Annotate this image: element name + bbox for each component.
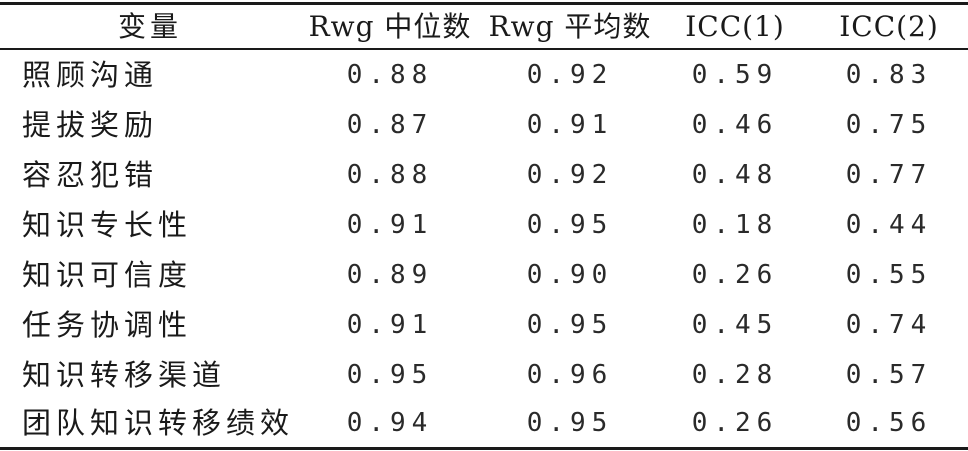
table-header-rule xyxy=(0,48,968,50)
row-rwg-median: 0.95 xyxy=(346,360,434,390)
header-icc2: ICC(2) xyxy=(839,10,939,43)
row-rwg-median: 0.94 xyxy=(346,408,434,438)
row-icc1: 0.28 xyxy=(691,360,779,390)
row-variable: 知识专长性 xyxy=(22,208,193,242)
row-variable: 团队知识转移绩效 xyxy=(22,406,295,440)
row-rwg-median: 0.87 xyxy=(346,110,434,140)
row-rwg-mean: 0.95 xyxy=(526,408,614,438)
row-icc1: 0.26 xyxy=(691,408,779,438)
row-icc2: 0.77 xyxy=(845,160,933,190)
table-row: 照顾沟通 0.88 0.92 0.59 0.83 xyxy=(0,50,968,100)
row-rwg-median: 0.88 xyxy=(346,160,434,190)
table-row: 知识转移渠道 0.95 0.96 0.28 0.57 xyxy=(0,350,968,400)
row-rwg-mean: 0.96 xyxy=(526,360,614,390)
row-rwg-mean: 0.95 xyxy=(526,210,614,240)
row-rwg-median: 0.88 xyxy=(346,60,434,90)
table-top-rule xyxy=(0,2,968,5)
table-header-row: 变量 Rwg 中位数 Rwg 平均数 ICC(1) ICC(2) xyxy=(0,2,968,52)
row-rwg-median: 0.89 xyxy=(346,260,434,290)
row-rwg-median: 0.91 xyxy=(346,310,434,340)
row-icc2: 0.74 xyxy=(845,310,933,340)
row-icc1: 0.45 xyxy=(691,310,779,340)
table-row: 提拔奖励 0.87 0.91 0.46 0.75 xyxy=(0,100,968,150)
row-variable: 照顾沟通 xyxy=(22,58,159,92)
row-variable: 任务协调性 xyxy=(22,308,193,342)
row-icc1: 0.46 xyxy=(691,110,779,140)
table-row: 容忍犯错 0.88 0.92 0.48 0.77 xyxy=(0,150,968,200)
row-icc2: 0.55 xyxy=(845,260,933,290)
table-row: 知识可信度 0.89 0.90 0.26 0.55 xyxy=(0,250,968,300)
header-rwg-mean: Rwg 平均数 xyxy=(488,10,652,43)
row-rwg-mean: 0.91 xyxy=(526,110,614,140)
row-icc1: 0.26 xyxy=(691,260,779,290)
header-icc1: ICC(1) xyxy=(685,10,785,43)
row-icc1: 0.18 xyxy=(691,210,779,240)
table-row: 任务协调性 0.91 0.95 0.45 0.74 xyxy=(0,300,968,350)
row-icc1: 0.48 xyxy=(691,160,779,190)
row-icc2: 0.56 xyxy=(845,408,933,438)
header-variable: 变量 xyxy=(117,10,182,43)
header-rwg-median: Rwg 中位数 xyxy=(308,10,472,43)
row-icc2: 0.83 xyxy=(845,60,933,90)
row-rwg-mean: 0.92 xyxy=(526,60,614,90)
row-rwg-mean: 0.90 xyxy=(526,260,614,290)
row-icc1: 0.59 xyxy=(691,60,779,90)
row-icc2: 0.57 xyxy=(845,360,933,390)
row-variable: 知识可信度 xyxy=(22,258,193,292)
row-rwg-mean: 0.92 xyxy=(526,160,614,190)
row-rwg-mean: 0.95 xyxy=(526,310,614,340)
row-icc2: 0.44 xyxy=(845,210,933,240)
row-icc2: 0.75 xyxy=(845,110,933,140)
table-row: 团队知识转移绩效 0.94 0.95 0.26 0.56 xyxy=(0,398,968,448)
table-bottom-rule xyxy=(0,447,968,450)
row-rwg-median: 0.91 xyxy=(346,210,434,240)
row-variable: 知识转移渠道 xyxy=(22,358,227,392)
table-row: 知识专长性 0.91 0.95 0.18 0.44 xyxy=(0,200,968,250)
row-variable: 提拔奖励 xyxy=(22,108,159,142)
row-variable: 容忍犯错 xyxy=(22,158,159,192)
